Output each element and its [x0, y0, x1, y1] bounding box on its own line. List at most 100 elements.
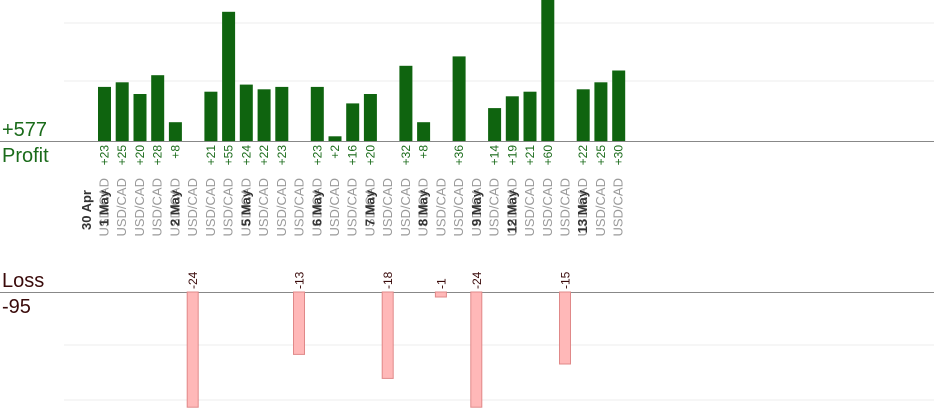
date-label: 12 May	[504, 189, 519, 233]
profit-value-label: +24	[239, 145, 253, 166]
pair-label: USD/CAD	[504, 178, 519, 237]
date-label: 2 May	[167, 189, 182, 226]
pair-label: USD/CAD	[487, 178, 502, 237]
profit-value-label: +28	[151, 145, 165, 166]
profit-label: Profit	[2, 145, 49, 167]
profit-bar	[594, 82, 608, 142]
profit-value-label: +2	[328, 145, 342, 159]
pair-label: USD/CAD	[97, 178, 112, 237]
date-label: 9 May	[469, 189, 484, 226]
loss-bar	[381, 291, 394, 379]
pair-label: USD/CAD	[203, 178, 218, 237]
profit-value-label: +36	[452, 145, 466, 166]
loss-value-label: -24	[470, 271, 484, 289]
pair-label: USD/CAD	[540, 178, 555, 237]
profit-value-label: +8	[168, 145, 182, 159]
profit-value-label: +55	[222, 145, 236, 166]
pair-label: USD/CAD	[345, 178, 360, 237]
pair-label: USD/CAD	[380, 178, 395, 237]
profit-value-label: +32	[399, 145, 413, 166]
profit-bar	[133, 94, 147, 141]
pair-label: USD/CAD	[558, 178, 573, 237]
pair-label: USD/CAD	[611, 178, 626, 237]
loss-total: -95	[2, 296, 31, 318]
profit-bar	[222, 11, 236, 142]
profit-bar	[541, 0, 555, 141]
profit-bar	[576, 89, 590, 141]
profit-bar	[168, 122, 182, 141]
profit-value-label: +8	[417, 145, 431, 159]
profit-bar	[204, 91, 218, 142]
loss-label: Loss	[2, 270, 45, 292]
pair-label: USD/CAD	[114, 178, 129, 237]
profit-bar	[452, 56, 466, 141]
pair-label: USD/CAD	[433, 178, 448, 237]
profit-total: +577	[2, 119, 48, 141]
profit-bar	[328, 136, 342, 141]
date-label: 1 May	[97, 189, 112, 226]
loss-value-label: -15	[559, 271, 573, 289]
date-label: 30 Apr	[79, 190, 94, 230]
pair-label: USD/CAD	[238, 178, 253, 237]
profit-bar	[505, 96, 519, 141]
profit-bar	[612, 70, 626, 141]
date-label: 6 May	[309, 189, 324, 226]
pair-label: USD/CAD	[451, 178, 466, 237]
profit-value-label: +22	[257, 145, 271, 166]
pair-label: USD/CAD	[327, 178, 342, 237]
date-label: 7 May	[362, 189, 377, 226]
loss-value-label: -13	[293, 271, 307, 289]
profit-bar	[310, 86, 324, 141]
profit-bar	[257, 89, 271, 141]
profit-value-label: +16	[346, 145, 360, 166]
loss-value-label: -1	[434, 278, 448, 289]
profit-value-label: +14	[488, 145, 502, 166]
date-label: 8 May	[416, 189, 431, 226]
loss-value-label: -24	[186, 271, 200, 289]
pair-label: USD/CAD	[416, 178, 431, 237]
date-label: 13 May	[575, 189, 590, 233]
loss-value-label: -18	[381, 271, 395, 289]
profit-value-label: +23	[275, 145, 289, 166]
pair-label: USD/CAD	[593, 178, 608, 237]
profit-bar	[151, 75, 165, 141]
profit-bar	[346, 103, 360, 141]
profit-value-label: +22	[576, 145, 590, 166]
profit-bar	[275, 86, 289, 141]
pair-label: USD/CAD	[132, 178, 147, 237]
pair-label: USD/CAD	[150, 178, 165, 237]
profit-bar	[98, 86, 111, 141]
loss-bar	[434, 291, 447, 298]
pair-label: USD/CAD	[398, 178, 413, 237]
pair-label: USD/CAD	[185, 178, 200, 237]
profit-value-label: +23	[310, 145, 324, 166]
profit-value-label: +20	[133, 145, 147, 166]
profit-value-label: +23	[98, 145, 112, 166]
profit-value-label: +25	[115, 145, 129, 166]
pair-label: USD/CAD	[469, 178, 484, 237]
loss-bar	[559, 291, 571, 365]
profit-bar	[488, 108, 502, 141]
profit-value-label: +21	[204, 145, 218, 166]
profit-bar	[115, 82, 129, 142]
pair-label: USD/CAD	[292, 178, 307, 237]
pair-label: USD/CAD	[274, 178, 289, 237]
pair-label: USD/CAD	[575, 178, 590, 237]
profit-bar	[417, 122, 431, 141]
profit-value-label: +21	[523, 145, 537, 166]
profit-bar	[363, 94, 377, 141]
profit-value-label: +25	[594, 145, 608, 166]
loss-bar	[470, 291, 483, 408]
loss-bar	[293, 291, 305, 355]
pair-label: USD/CAD	[221, 178, 236, 237]
profit-bar	[523, 91, 537, 142]
pair-label: USD/CAD	[309, 178, 324, 237]
profit-value-label: +19	[505, 145, 519, 166]
profit-value-label: +30	[612, 145, 626, 166]
profit-value-label: +60	[541, 145, 555, 166]
profit-bar	[239, 84, 253, 141]
profit-bar	[399, 65, 413, 141]
loss-bar	[186, 291, 199, 408]
pair-label: USD/CAD	[522, 178, 537, 237]
